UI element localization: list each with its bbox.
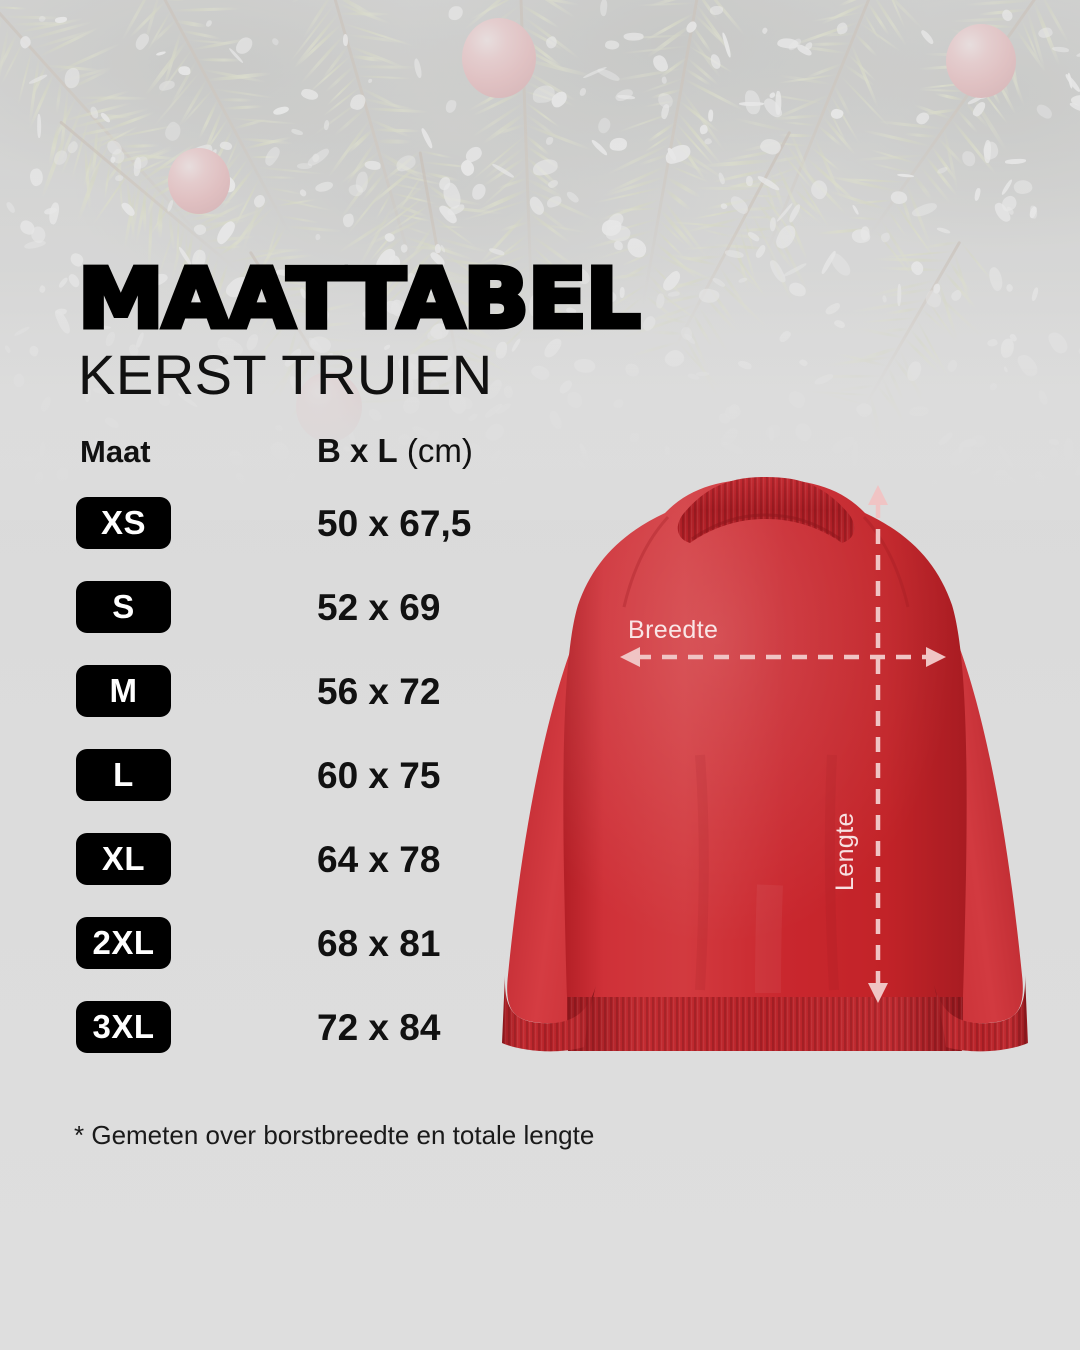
column-header-measurement: B x L (cm)	[317, 432, 473, 470]
sweater-fold-highlight	[755, 884, 783, 994]
sweater-svg	[502, 477, 1028, 1052]
background-wash-overlay	[0, 0, 1080, 520]
sweater-body-sheen	[563, 479, 967, 997]
page-subtitle: KERST TRUIEN	[78, 343, 493, 406]
sweater-right-shoulder-seam	[862, 515, 910, 608]
column-header-measurement-bold: B x L	[317, 432, 398, 469]
page-title: MAATTABEL	[75, 252, 643, 347]
lengte-arrow-head-top	[868, 485, 888, 505]
size-measurement-value: 72 x 84	[317, 1007, 441, 1048]
table-row: M 56 x 72	[0, 665, 520, 717]
size-badge: 2XL	[76, 917, 171, 969]
sweater-hem-rib	[567, 997, 963, 1051]
size-measurement-value: 60 x 75	[317, 755, 441, 796]
sweater-left-cuff-rib	[502, 975, 596, 1052]
breedte-arrow-head-left	[620, 647, 640, 667]
size-badge: S	[76, 581, 171, 633]
table-row: XS 50 x 67,5	[0, 497, 520, 549]
size-measurement-value: 50 x 67,5	[317, 503, 472, 544]
sweater-illustration: Breedte Lengte	[460, 455, 1070, 1075]
size-measurement-value: 64 x 78	[317, 839, 441, 880]
size-badge: 3XL	[76, 1001, 171, 1053]
lengte-arrow-head-bottom	[868, 983, 888, 1003]
size-badge: XS	[76, 497, 171, 549]
size-badge: L	[76, 749, 171, 801]
table-row: 3XL 72 x 84	[0, 1001, 520, 1053]
size-measurement-value: 68 x 81	[317, 923, 441, 964]
size-badge: M	[76, 665, 171, 717]
column-header-measurement-unit: (cm)	[397, 432, 473, 469]
table-row: L 60 x 75	[0, 749, 520, 801]
sweater-fold	[695, 754, 709, 991]
breedte-arrow-head-right	[926, 647, 946, 667]
sweater-collar-inner-edge	[691, 513, 841, 541]
column-header-size: Maat	[80, 434, 151, 469]
table-row: 2XL 68 x 81	[0, 917, 520, 969]
sweater-left-shoulder-seam	[622, 515, 670, 608]
sweater-fold	[824, 754, 839, 991]
footnote-text: * Gemeten over borstbreedte en totale le…	[74, 1120, 595, 1150]
sweater-collar-rib	[677, 477, 855, 543]
size-measurement-value: 56 x 72	[317, 671, 441, 712]
sweater-right-cuff-rib	[934, 975, 1028, 1052]
table-row: XL 64 x 78	[0, 833, 520, 885]
size-measurement-value: 52 x 69	[317, 587, 441, 628]
table-row: S 52 x 69	[0, 581, 520, 633]
size-badge: XL	[76, 833, 171, 885]
